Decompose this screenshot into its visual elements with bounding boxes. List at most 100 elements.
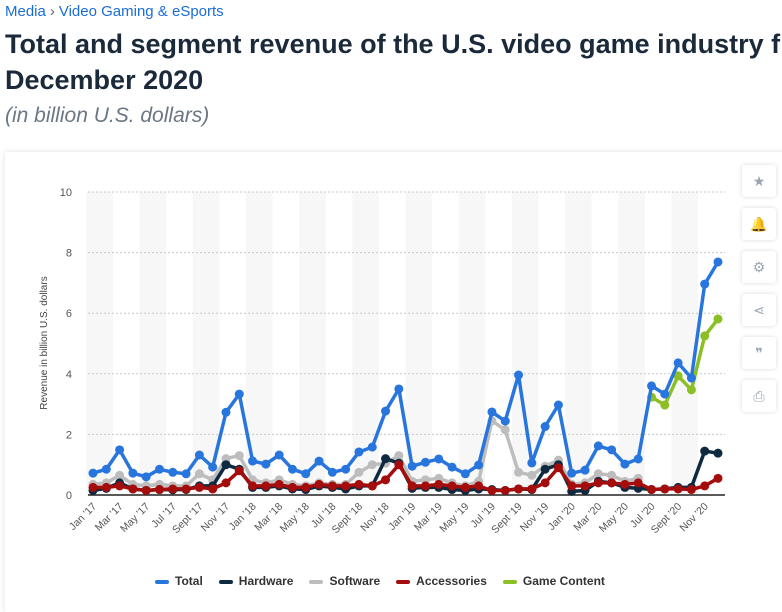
data-point[interactable] [341, 481, 351, 491]
data-point[interactable] [420, 481, 430, 491]
data-point[interactable] [500, 416, 510, 426]
data-point[interactable] [420, 457, 430, 467]
data-point[interactable] [101, 464, 111, 474]
data-point[interactable] [540, 478, 550, 488]
data-point[interactable] [314, 479, 324, 489]
data-point[interactable] [287, 482, 297, 492]
data-point[interactable] [447, 481, 457, 491]
data-point[interactable] [660, 400, 670, 410]
data-point[interactable] [168, 467, 178, 477]
data-point[interactable] [327, 481, 337, 491]
data-point[interactable] [274, 450, 284, 460]
data-point[interactable] [474, 460, 484, 470]
bell-button[interactable]: 🔔 [742, 208, 776, 240]
data-point[interactable] [168, 484, 178, 494]
data-point[interactable] [514, 370, 524, 380]
data-point[interactable] [553, 400, 563, 410]
data-point[interactable] [540, 422, 550, 432]
data-point[interactable] [367, 460, 377, 470]
data-point[interactable] [527, 458, 537, 468]
legend-item-hardware[interactable]: Hardware [218, 574, 293, 588]
breadcrumb-video-gaming[interactable]: Video Gaming & eSports [58, 3, 224, 20]
data-point[interactable] [633, 454, 643, 464]
data-point[interactable] [314, 456, 324, 466]
breadcrumb-media[interactable]: Media [5, 3, 46, 20]
data-point[interactable] [474, 481, 484, 491]
data-point[interactable] [713, 448, 723, 458]
data-point[interactable] [607, 470, 617, 480]
data-point[interactable] [367, 481, 377, 491]
data-point[interactable] [181, 469, 191, 479]
data-point[interactable] [208, 484, 218, 494]
data-point[interactable] [460, 482, 470, 492]
data-point[interactable] [115, 481, 125, 491]
data-point[interactable] [487, 407, 497, 417]
data-point[interactable] [647, 381, 657, 391]
data-point[interactable] [514, 484, 524, 494]
data-point[interactable] [407, 461, 417, 471]
data-point[interactable] [301, 469, 311, 479]
data-point[interactable] [567, 468, 577, 478]
data-point[interactable] [673, 371, 683, 381]
star-button[interactable]: ★ [742, 165, 776, 197]
data-point[interactable] [367, 442, 377, 452]
data-point[interactable] [287, 464, 297, 474]
data-point[interactable] [593, 469, 603, 479]
data-point[interactable] [248, 481, 258, 491]
data-point[interactable] [354, 479, 364, 489]
share-button[interactable]: ⋖ [742, 294, 776, 326]
data-point[interactable] [115, 445, 125, 455]
data-point[interactable] [128, 468, 138, 478]
data-point[interactable] [154, 485, 164, 495]
legend-item-total[interactable]: Total [155, 574, 203, 588]
data-point[interactable] [686, 385, 696, 395]
data-point[interactable] [633, 478, 643, 488]
data-point[interactable] [208, 462, 218, 472]
print-button[interactable]: ⎙ [742, 380, 776, 412]
data-point[interactable] [660, 389, 670, 399]
data-point[interactable] [580, 481, 590, 491]
data-point[interactable] [354, 467, 364, 477]
data-point[interactable] [194, 450, 204, 460]
data-point[interactable] [394, 384, 404, 394]
data-point[interactable] [713, 473, 723, 483]
data-point[interactable] [660, 484, 670, 494]
data-point[interactable] [194, 469, 204, 479]
data-point[interactable] [514, 467, 524, 477]
data-point[interactable] [500, 425, 510, 435]
data-point[interactable] [580, 465, 590, 475]
data-point[interactable] [700, 331, 710, 341]
data-point[interactable] [434, 479, 444, 489]
data-point[interactable] [341, 464, 351, 474]
data-point[interactable] [128, 484, 138, 494]
data-point[interactable] [327, 467, 337, 477]
data-point[interactable] [221, 407, 231, 417]
data-point[interactable] [593, 478, 603, 488]
data-point[interactable] [500, 485, 510, 495]
data-point[interactable] [647, 485, 657, 495]
data-point[interactable] [234, 466, 244, 476]
data-point[interactable] [607, 478, 617, 488]
data-point[interactable] [540, 464, 550, 474]
data-point[interactable] [181, 484, 191, 494]
data-point[interactable] [460, 469, 470, 479]
data-point[interactable] [553, 463, 563, 473]
data-point[interactable] [101, 482, 111, 492]
data-point[interactable] [527, 484, 537, 494]
data-point[interactable] [234, 389, 244, 399]
data-point[interactable] [115, 470, 125, 480]
data-point[interactable] [354, 447, 364, 457]
data-point[interactable] [620, 479, 630, 489]
legend-item-accessories[interactable]: Accessories [396, 574, 487, 588]
data-point[interactable] [221, 460, 231, 470]
data-point[interactable] [381, 475, 391, 485]
data-point[interactable] [154, 464, 164, 474]
data-point[interactable] [194, 482, 204, 492]
data-point[interactable] [434, 454, 444, 464]
data-point[interactable] [407, 481, 417, 491]
data-point[interactable] [673, 484, 683, 494]
data-point[interactable] [141, 485, 151, 495]
data-point[interactable] [248, 456, 258, 466]
data-point[interactable] [620, 459, 630, 469]
data-point[interactable] [394, 460, 404, 470]
